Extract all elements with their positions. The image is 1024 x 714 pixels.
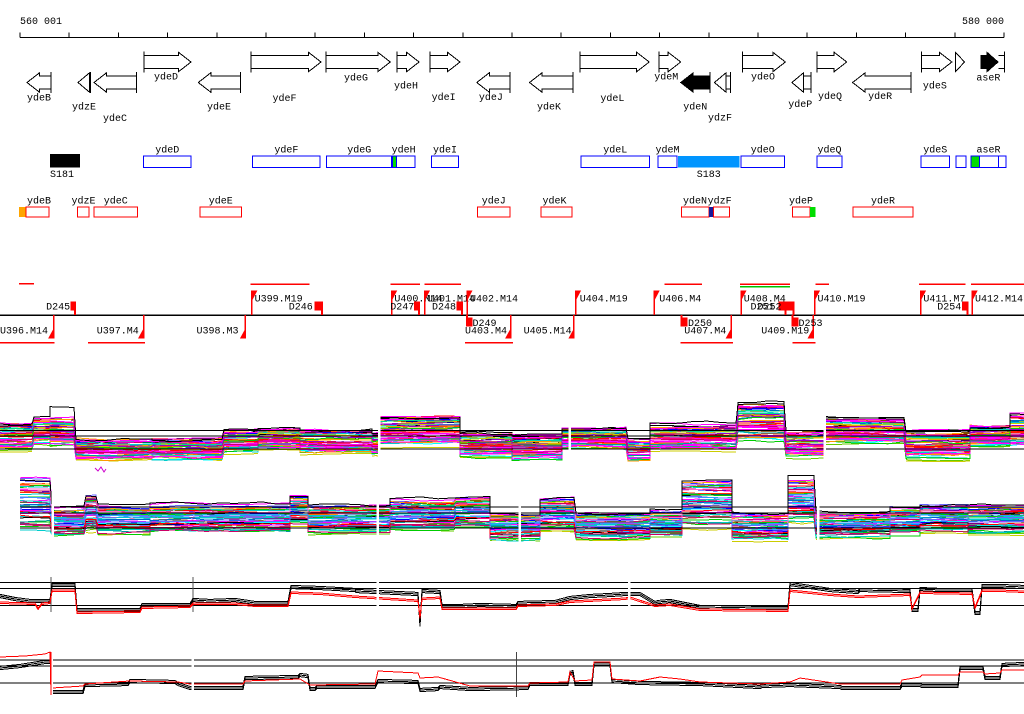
svg-text:ydeJ: ydeJ xyxy=(482,196,506,208)
svg-text:ydeF: ydeF xyxy=(274,144,298,156)
svg-text:ydeR: ydeR xyxy=(871,196,895,208)
svg-text:D251: D251 xyxy=(751,303,775,314)
svg-text:ydeE: ydeE xyxy=(209,196,233,208)
svg-text:ydeC: ydeC xyxy=(104,196,128,208)
svg-text:ydeQ: ydeQ xyxy=(818,144,842,156)
svg-text:aseR: aseR xyxy=(976,74,1000,85)
svg-text:ydeG: ydeG xyxy=(344,73,368,85)
svg-text:ydeP: ydeP xyxy=(788,99,812,111)
svg-text:U398.M3: U398.M3 xyxy=(197,327,239,338)
svg-text:ydeP: ydeP xyxy=(789,196,813,208)
svg-text:ydeC: ydeC xyxy=(103,113,127,125)
svg-text:U401.M14: U401.M14 xyxy=(427,295,475,306)
svg-text:ydzF: ydzF xyxy=(708,113,732,125)
svg-text:U407.M4: U407.M4 xyxy=(684,327,726,338)
svg-text:U406.M4: U406.M4 xyxy=(659,295,701,306)
svg-text:ydeO: ydeO xyxy=(751,72,775,84)
svg-text:ydeF: ydeF xyxy=(273,93,297,105)
svg-text:ydeS: ydeS xyxy=(923,144,947,156)
svg-text:U396.M14: U396.M14 xyxy=(0,327,48,338)
svg-text:ydeE: ydeE xyxy=(207,102,231,114)
svg-text:S181: S181 xyxy=(50,170,74,181)
svg-text:ydeG: ydeG xyxy=(347,144,371,156)
svg-text:ydeN: ydeN xyxy=(683,102,707,114)
svg-text:ydeH: ydeH xyxy=(392,144,416,156)
svg-text:U397.M4: U397.M4 xyxy=(97,327,139,338)
svg-text:ydeH: ydeH xyxy=(394,81,418,93)
svg-text:560 001: 560 001 xyxy=(20,17,62,28)
svg-text:U408.M4: U408.M4 xyxy=(744,295,786,306)
svg-text:U403.M4: U403.M4 xyxy=(465,327,507,338)
svg-text:U409.M19: U409.M19 xyxy=(761,327,809,338)
svg-text:ydeQ: ydeQ xyxy=(818,91,842,103)
svg-text:ydeM: ydeM xyxy=(656,144,680,156)
svg-text:D247: D247 xyxy=(390,303,414,314)
svg-text:ydeK: ydeK xyxy=(537,102,561,114)
svg-text:ydeL: ydeL xyxy=(600,93,624,105)
svg-text:U405.M14: U405.M14 xyxy=(524,327,572,338)
svg-text:ydeO: ydeO xyxy=(751,144,775,156)
svg-text:S183: S183 xyxy=(697,170,721,181)
svg-text:ydzE: ydzE xyxy=(72,102,96,114)
svg-text:U404.M19: U404.M19 xyxy=(580,295,628,306)
svg-text:ydeM: ydeM xyxy=(654,72,678,84)
svg-text:aseR: aseR xyxy=(977,145,1001,156)
svg-text:580 000: 580 000 xyxy=(962,17,1004,28)
svg-text:D249: D249 xyxy=(473,319,497,330)
svg-text:ydzF: ydzF xyxy=(708,196,732,208)
svg-text:ydeS: ydeS xyxy=(923,81,947,93)
svg-text:ydeB: ydeB xyxy=(27,196,51,208)
svg-text:ydeD: ydeD xyxy=(154,72,178,84)
svg-text:D252: D252 xyxy=(758,303,782,314)
svg-text:U410.M19: U410.M19 xyxy=(818,295,866,306)
svg-text:U399.M19: U399.M19 xyxy=(255,295,303,306)
svg-text:D248: D248 xyxy=(432,303,456,314)
svg-text:ydeL: ydeL xyxy=(603,144,627,156)
svg-text:ydeI: ydeI xyxy=(432,92,456,104)
svg-text:ydeJ: ydeJ xyxy=(479,92,503,104)
svg-text:D253: D253 xyxy=(799,319,823,330)
svg-text:ydeK: ydeK xyxy=(543,196,567,208)
svg-text:D246: D246 xyxy=(289,303,313,314)
svg-text:ydeB: ydeB xyxy=(27,93,51,105)
svg-text:ydeR: ydeR xyxy=(868,91,892,103)
svg-text:U400.M14: U400.M14 xyxy=(394,295,442,306)
svg-text:D254: D254 xyxy=(937,303,961,314)
svg-text:ydeN: ydeN xyxy=(683,196,707,208)
svg-text:D250: D250 xyxy=(688,319,712,330)
svg-text:ydzE: ydzE xyxy=(72,196,96,208)
svg-text:ydeI: ydeI xyxy=(433,144,457,156)
svg-text:U402.M14: U402.M14 xyxy=(470,295,518,306)
svg-text:U411.M7: U411.M7 xyxy=(923,295,965,306)
svg-text:D245: D245 xyxy=(46,303,70,314)
svg-text:U412.M14: U412.M14 xyxy=(975,295,1023,306)
svg-text:ydeD: ydeD xyxy=(155,144,179,156)
